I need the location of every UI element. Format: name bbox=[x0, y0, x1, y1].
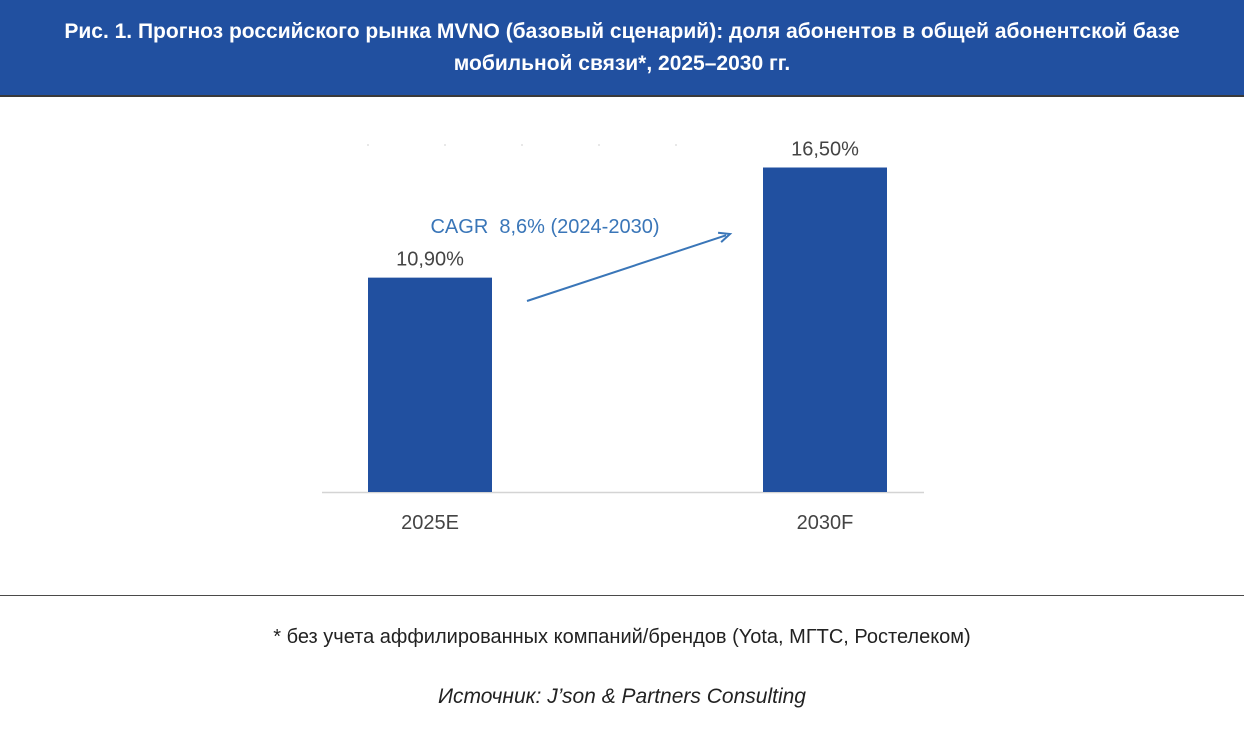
x-tick-label: 2025E bbox=[401, 512, 459, 534]
figure-header: Рис. 1. Прогноз российского рынка MVNO (… bbox=[0, 0, 1244, 97]
data-label: 16,50% bbox=[791, 139, 859, 161]
footnote: * без учета аффилированных компаний/брен… bbox=[273, 626, 971, 648]
figure-title: Рис. 1. Прогноз российского рынка MVNO (… bbox=[64, 19, 1180, 75]
cagr-arrow-head-icon bbox=[717, 231, 733, 243]
data-label: 10,90% bbox=[396, 249, 464, 271]
chart-area: 10,90% 2025E 16,50% 2030F CAGR 8,6% (2024-2… bbox=[0, 98, 1244, 595]
cagr-arrow-line bbox=[526, 234, 727, 302]
x-tick-label: 2030F bbox=[797, 512, 854, 534]
source-note: Источник: J’son & Partners Consulting bbox=[438, 685, 806, 708]
cagr-annotation: CAGR 8,6% (2024-2030) bbox=[430, 216, 659, 238]
bar-chart: 10,90% 2025E 16,50% 2030F CAGR 8,6% (2024-2… bbox=[322, 139, 924, 534]
footer-divider bbox=[0, 595, 1244, 596]
bar-2030f bbox=[763, 167, 887, 492]
bar-2025e bbox=[368, 277, 492, 492]
